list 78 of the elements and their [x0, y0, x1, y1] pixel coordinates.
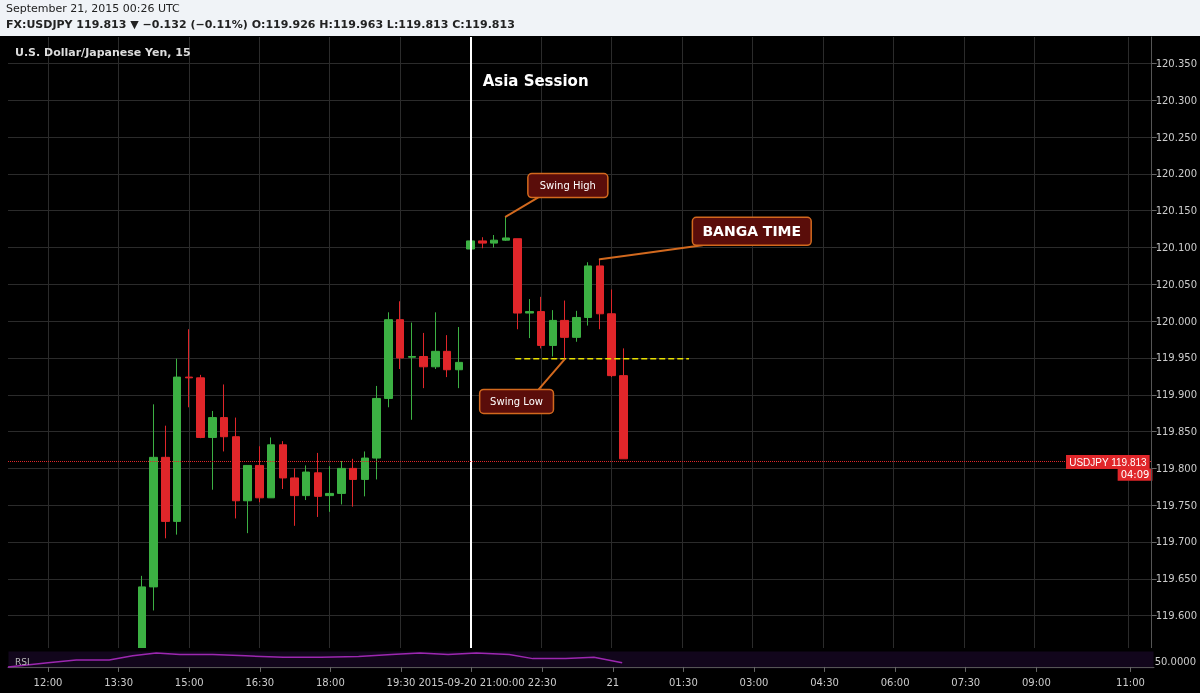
x-tick-label: 09:00 [1021, 676, 1051, 688]
y-tick-label: 120.250 [1155, 131, 1198, 143]
x-tick-label: 22:30 [527, 676, 557, 688]
y-tick-label: 120.200 [1155, 168, 1198, 180]
chart-subtitle: FX:USDJPY 119.813 ▼ −0.132 (−0.11%) O:119.926 H:119.963 L:119.813 C:119.813 [6, 18, 515, 31]
candlestick [502, 216, 510, 242]
candlestick [478, 236, 487, 249]
y-tick-label: 119.950 [1155, 352, 1198, 364]
y-tick-label: 119.600 [1155, 610, 1198, 622]
candlestick [619, 347, 628, 460]
candlestick [584, 261, 592, 327]
x-tick-label: 15:00 [174, 676, 204, 688]
candlestick [290, 467, 299, 527]
x-tick-label: 21 [606, 676, 620, 688]
y-tick-label: 120.150 [1155, 205, 1198, 217]
candlestick [572, 310, 581, 343]
y-tick-label: 119.900 [1155, 389, 1198, 401]
x-tick-label: 03:00 [739, 676, 769, 688]
y-tick-label: 119.650 [1155, 573, 1198, 585]
y-tick-label: 119.700 [1155, 536, 1198, 548]
x-tick-label: 06:00 [880, 676, 910, 688]
candlestick [490, 234, 498, 249]
y-tick-label: 120.350 [1155, 58, 1198, 69]
candlestick [173, 358, 181, 536]
ref-line-label: USDJPY 119.813 [1069, 456, 1148, 468]
text: September 21, 2015 00:26 UTC [6, 2, 180, 15]
x-tick-label: 11:00 [1116, 676, 1145, 688]
candlestick [513, 238, 522, 330]
x-tick-label: 07:30 [951, 676, 981, 688]
candlestick [537, 296, 545, 349]
candlestick [302, 464, 310, 501]
candlestick [208, 410, 217, 491]
y-tick-label: 119.800 [1155, 462, 1198, 474]
candlestick [185, 328, 193, 408]
candlestick [408, 322, 416, 421]
y-tick-label: 120.050 [1155, 278, 1198, 290]
candlestick [138, 575, 146, 648]
annotation: BANGA TIME [702, 223, 802, 240]
x-tick-label: 18:00 [315, 676, 345, 688]
x-tick-label: 04:30 [810, 676, 839, 688]
candlestick [337, 460, 346, 505]
annotation: Swing Low [490, 396, 543, 408]
x-tick-label: 13:30 [104, 676, 134, 688]
candlestick [384, 311, 393, 408]
candlestick [149, 403, 158, 611]
candlestick [419, 332, 428, 389]
x-tick-label: 2015-09-20 21:00:00 [418, 676, 525, 688]
text: 50.0000 [1154, 655, 1197, 667]
candlestick [596, 258, 604, 330]
y-tick-label: 120.000 [1155, 315, 1198, 327]
candlestick [325, 465, 334, 513]
candlestick [361, 450, 369, 497]
chart-title: RSI [15, 656, 30, 667]
candlestick [607, 289, 616, 378]
candlestick [267, 436, 275, 499]
candlestick [243, 464, 252, 534]
y-tick-label: 119.750 [1155, 499, 1198, 511]
ref-line-label: Asia Session [482, 71, 589, 90]
text: U.S. Dollar/Japanese Yen, 15 [15, 46, 191, 59]
candlestick [549, 309, 557, 357]
x-tick-label: 16:30 [245, 676, 275, 688]
annotation: 04:09 [1120, 469, 1150, 481]
candlestick [455, 326, 463, 389]
candlestick [196, 374, 205, 439]
candlestick [560, 300, 569, 360]
candlestick [443, 334, 451, 378]
x-tick-label: 12:00 [33, 676, 63, 688]
y-tick-label: 120.300 [1155, 94, 1198, 106]
x-tick-label: 19:30 [386, 676, 416, 688]
candlestick [396, 300, 404, 370]
candlestick [372, 385, 381, 480]
candlestick [431, 311, 440, 370]
y-tick-label: 120.100 [1155, 242, 1198, 254]
candlestick [525, 298, 534, 339]
annotation: Swing High [539, 180, 596, 192]
x-tick-label: 01:30 [668, 676, 698, 688]
y-tick-label: 119.850 [1155, 426, 1198, 438]
candlestick [220, 383, 228, 452]
